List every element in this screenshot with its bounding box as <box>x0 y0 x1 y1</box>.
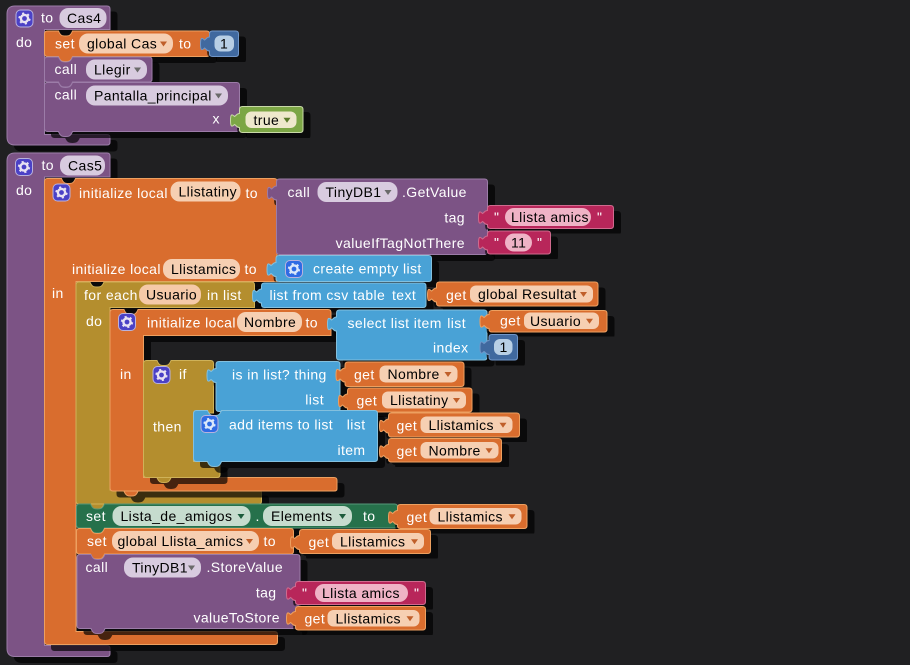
svg-text:to: to <box>246 185 258 201</box>
svg-text:list: list <box>447 315 466 331</box>
svg-text:to: to <box>41 10 53 26</box>
svg-text:get: get <box>354 367 375 383</box>
svg-text:": " <box>597 209 602 225</box>
svg-text:call: call <box>86 559 109 575</box>
svg-text:global Llista_amics: global Llista_amics <box>118 533 244 549</box>
svg-text:": " <box>537 235 542 251</box>
svg-text:in: in <box>120 366 132 382</box>
svg-text:.GetValue: .GetValue <box>402 184 467 200</box>
svg-text:global Resultat: global Resultat <box>478 286 577 302</box>
svg-text:Llistamics: Llistamics <box>336 610 401 626</box>
svg-text:get: get <box>309 534 330 550</box>
svg-text:call: call <box>288 184 311 200</box>
svg-text:Llistamics: Llistamics <box>438 508 503 524</box>
svg-text:select list item: select list item <box>348 315 442 331</box>
svg-text:to: to <box>306 315 318 331</box>
svg-text:initialize local: initialize local <box>72 261 161 277</box>
svg-text:to: to <box>245 261 257 277</box>
svg-text:get: get <box>357 393 378 409</box>
svg-text:list: list <box>305 392 324 408</box>
svg-text:item: item <box>337 442 365 458</box>
svg-text:": " <box>494 235 499 251</box>
svg-text:get: get <box>397 443 418 459</box>
svg-text:Nombre: Nombre <box>244 314 296 330</box>
svg-text:get: get <box>500 313 521 329</box>
svg-text:Llista amics: Llista amics <box>511 209 589 225</box>
svg-text:set: set <box>87 533 107 549</box>
svg-text:to: to <box>363 508 375 524</box>
svg-text:to: to <box>264 533 276 549</box>
svg-text:initialize local: initialize local <box>79 185 168 201</box>
svg-text:to: to <box>42 157 54 173</box>
svg-text:Llistamics: Llistamics <box>340 533 405 549</box>
svg-text:add items to list: add items to list <box>229 417 333 433</box>
svg-text:do: do <box>16 182 32 198</box>
svg-text:then: then <box>153 419 182 435</box>
svg-text:valueToStore: valueToStore <box>193 610 280 626</box>
svg-text:get: get <box>305 611 326 627</box>
svg-text:in list: in list <box>207 287 242 303</box>
svg-text:for each: for each <box>84 287 138 303</box>
svg-text:set: set <box>55 36 75 52</box>
svg-text:": " <box>302 585 307 601</box>
svg-text:Llegir: Llegir <box>94 62 131 78</box>
svg-text:tag: tag <box>256 585 277 601</box>
svg-text:": " <box>414 585 419 601</box>
svg-text:index: index <box>433 340 468 356</box>
svg-text:do: do <box>86 313 102 329</box>
svg-text:Pantalla_principal: Pantalla_principal <box>94 88 212 104</box>
svg-text:list: list <box>347 417 366 433</box>
svg-text:true: true <box>254 112 280 128</box>
svg-text:Cas4: Cas4 <box>67 10 101 26</box>
svg-text:is in list? thing: is in list? thing <box>232 367 327 383</box>
svg-text:11: 11 <box>511 235 526 251</box>
svg-text:get: get <box>397 418 418 434</box>
svg-text:Nombre: Nombre <box>388 366 440 382</box>
svg-text:TinyDB1: TinyDB1 <box>132 560 188 576</box>
svg-text:Elements: Elements <box>271 508 333 524</box>
svg-text:call: call <box>55 61 78 77</box>
svg-text:global Cas: global Cas <box>87 36 157 52</box>
svg-text:in: in <box>52 285 64 301</box>
svg-text:Llistamics: Llistamics <box>171 261 236 277</box>
svg-text:text: text <box>392 287 416 303</box>
svg-text:initialize local: initialize local <box>147 315 236 331</box>
svg-text:Lista_de_amigos: Lista_de_amigos <box>121 508 233 524</box>
svg-text:Nombre: Nombre <box>429 442 481 458</box>
svg-text:get: get <box>407 509 428 525</box>
svg-text:Cas5: Cas5 <box>68 158 102 174</box>
svg-text:call: call <box>55 87 78 103</box>
svg-text:Llistatiny: Llistatiny <box>179 184 237 200</box>
svg-text:Llista amics: Llista amics <box>322 585 400 601</box>
svg-text:1: 1 <box>500 339 508 355</box>
svg-text:Llistatiny: Llistatiny <box>390 392 448 408</box>
svg-text:1: 1 <box>220 36 228 52</box>
svg-text:Usuario: Usuario <box>530 313 581 329</box>
svg-text:get: get <box>446 287 467 303</box>
svg-text:Usuario: Usuario <box>146 287 197 303</box>
svg-text:create empty list: create empty list <box>313 261 422 277</box>
svg-text:x: x <box>213 111 220 127</box>
svg-text:list from csv table: list from csv table <box>270 287 386 303</box>
svg-text:valueIfTagNotThere: valueIfTagNotThere <box>336 235 465 251</box>
svg-text:to: to <box>179 36 191 52</box>
svg-text:Llistamics: Llistamics <box>429 417 494 433</box>
svg-text:tag: tag <box>444 210 465 226</box>
svg-text:.StoreValue: .StoreValue <box>207 559 284 575</box>
svg-text:TinyDB1: TinyDB1 <box>326 184 382 200</box>
svg-text:set: set <box>86 508 106 524</box>
svg-text:.: . <box>256 508 260 524</box>
svg-text:do: do <box>16 34 32 50</box>
svg-text:": " <box>494 209 499 225</box>
svg-text:if: if <box>179 366 187 382</box>
